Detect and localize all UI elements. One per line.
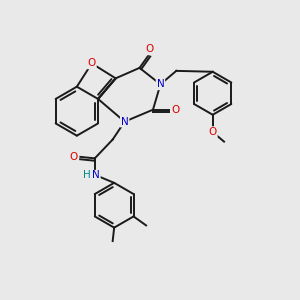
Text: H: H [82, 170, 90, 180]
Text: O: O [208, 127, 217, 137]
Text: O: O [171, 105, 179, 115]
Text: N: N [121, 117, 128, 127]
Text: O: O [70, 152, 78, 162]
Text: N: N [157, 79, 164, 89]
Text: N: N [92, 170, 100, 180]
Text: O: O [146, 44, 154, 54]
Text: O: O [88, 58, 96, 68]
